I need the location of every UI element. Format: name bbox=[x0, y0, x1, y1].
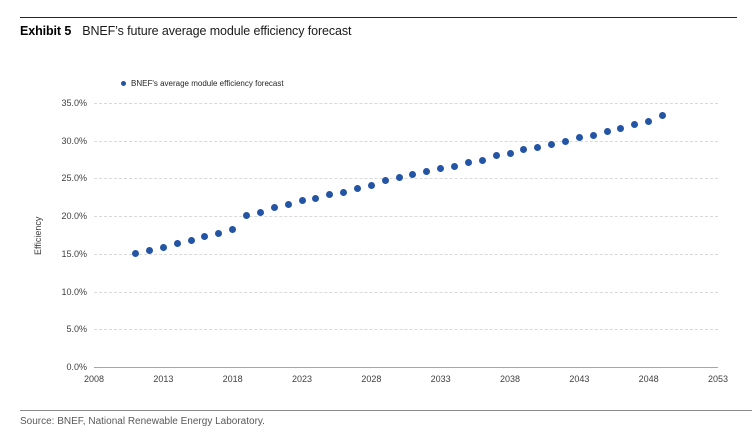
data-point bbox=[589, 131, 597, 139]
data-point bbox=[270, 203, 278, 211]
data-point bbox=[326, 190, 334, 198]
x-tick-label: 2048 bbox=[638, 374, 659, 384]
data-point bbox=[451, 162, 459, 170]
data-point bbox=[520, 146, 528, 154]
data-point bbox=[187, 236, 195, 244]
legend-marker-icon bbox=[121, 81, 126, 86]
data-point bbox=[298, 196, 306, 204]
data-point bbox=[367, 182, 375, 190]
data-point bbox=[464, 159, 472, 167]
y-tick-label: 15.0% bbox=[61, 248, 87, 259]
data-point bbox=[659, 111, 667, 119]
exhibit-title: BNEF’s future average module efficiency … bbox=[82, 24, 352, 38]
data-point bbox=[645, 117, 653, 125]
x-tick-label: 2053 bbox=[707, 374, 729, 384]
gridline bbox=[94, 103, 718, 104]
top-rule bbox=[20, 17, 737, 18]
data-point bbox=[548, 140, 556, 148]
data-point bbox=[395, 174, 403, 182]
y-tick-label: 10.0% bbox=[61, 286, 87, 297]
y-tick-label: 20.0% bbox=[61, 211, 87, 222]
data-point bbox=[173, 239, 181, 247]
data-point bbox=[631, 120, 639, 128]
gridline bbox=[94, 329, 718, 331]
gridline bbox=[94, 140, 718, 142]
x-tick-label: 2018 bbox=[222, 374, 243, 384]
gridline bbox=[94, 216, 718, 218]
data-point bbox=[353, 184, 361, 192]
x-tick-label: 2043 bbox=[569, 374, 590, 384]
data-point bbox=[284, 200, 292, 208]
x-tick-label: 2013 bbox=[153, 374, 174, 384]
x-tick-label: 2033 bbox=[430, 374, 451, 384]
data-point bbox=[492, 152, 500, 160]
y-tick-label: 0.0% bbox=[66, 362, 87, 372]
data-point bbox=[215, 229, 223, 237]
data-point bbox=[617, 125, 625, 133]
x-tick-label: 2038 bbox=[499, 374, 521, 384]
data-point bbox=[561, 137, 569, 145]
x-tick-label: 2008 bbox=[83, 374, 105, 384]
data-point bbox=[340, 188, 348, 196]
exhibit-header: Exhibit 5 BNEF’s future average module ef… bbox=[20, 24, 351, 38]
data-point bbox=[243, 211, 251, 219]
gridline bbox=[94, 178, 718, 180]
data-point bbox=[423, 168, 431, 176]
plot-area: 0.0% 5.0% 10.0% 15.0% 20.0% 25.0% 30.0% 35.0% 20… bbox=[61, 98, 728, 384]
data-point bbox=[145, 246, 153, 254]
data-point bbox=[201, 233, 209, 240]
data-point bbox=[409, 171, 417, 179]
data-point bbox=[381, 177, 389, 185]
data-point bbox=[478, 156, 486, 164]
legend-label: BNEF's average module efficiency forecas… bbox=[131, 79, 284, 88]
footer-rule bbox=[20, 410, 752, 411]
data-point bbox=[506, 150, 514, 158]
data-point bbox=[256, 208, 264, 216]
y-tick-label: 35.0% bbox=[61, 98, 87, 108]
data-point bbox=[229, 226, 237, 234]
y-tick-label: 30.0% bbox=[61, 135, 87, 146]
data-point bbox=[437, 165, 445, 173]
gridline bbox=[94, 253, 718, 255]
data-point bbox=[575, 134, 583, 142]
data-point bbox=[132, 249, 140, 257]
x-tick-label: 2028 bbox=[361, 374, 382, 384]
exhibit-label: Exhibit 5 bbox=[20, 24, 72, 38]
y-tick-label: 25.0% bbox=[61, 173, 87, 184]
data-point bbox=[312, 194, 320, 202]
y-axis-title: Efficiency bbox=[33, 216, 43, 255]
gridline bbox=[94, 291, 718, 293]
y-tick-label: 5.0% bbox=[66, 324, 87, 335]
data-point bbox=[159, 243, 167, 251]
chart-legend: BNEF's average module efficiency forecas… bbox=[121, 79, 284, 88]
data-point bbox=[534, 144, 542, 151]
data-point bbox=[603, 128, 611, 136]
source-text: Source: BNEF, National Renewable Energy … bbox=[20, 416, 265, 427]
x-tick-label: 2023 bbox=[291, 374, 313, 384]
